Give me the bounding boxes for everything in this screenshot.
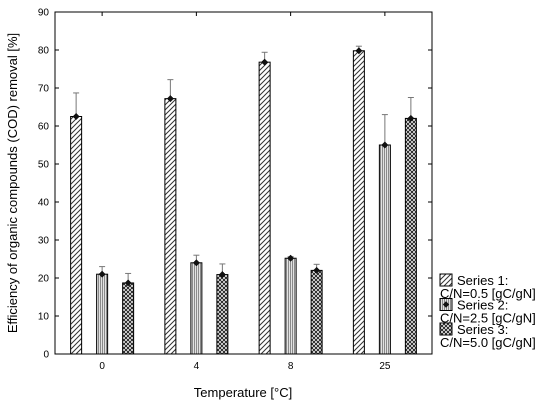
legend-label-series3-line1: Series 3: [457,322,508,337]
mean-marker [124,279,132,287]
y-tick-label: 20 [38,274,50,285]
mean-marker [192,259,200,267]
legend-swatch-series3 [439,322,453,336]
error-bars-group [72,45,415,287]
mean-marker [355,47,363,55]
legend-label-series2-line1: Series 2: [457,298,508,313]
x-tick-label: 0 [99,361,105,372]
y-tick-label: 60 [38,122,50,133]
legend-label-series2-line2: C/N=2.5 [gC/gN] [440,311,536,326]
mean-marker [313,266,321,274]
y-tick-label: 30 [38,236,50,247]
bar-series3-25 [404,117,417,355]
plot-frame [54,11,433,355]
mean-marker [166,95,174,103]
bar-series1-4 [164,98,177,355]
x-tick-label: 8 [288,361,294,372]
bar-series2-8 [284,257,297,355]
y-tick-label: 10 [38,312,50,323]
mean-marker [287,254,295,262]
mean-marker [98,270,106,278]
y-tick-label: 40 [38,198,50,209]
legend-label-series3-line2: C/N=5.0 [gC/gN] [440,335,536,350]
bar-series1-0 [70,116,83,355]
x-axis-ticks: 0 4 8 25 [99,12,391,372]
y-tick-label: 0 [43,350,49,361]
legend-label-series1-line1: Series 1: [457,273,508,288]
bar-series2-4 [190,262,203,355]
bar-series3-4 [216,274,229,355]
mean-marker [381,141,389,149]
x-tick-label: 25 [379,361,391,372]
bar-series2-25 [378,144,391,355]
mean-marker [72,112,80,121]
legend-swatch-series1 [439,273,453,287]
legend-marker [442,301,450,308]
y-axis-title: Efficiency of organic compounds (COD) re… [5,33,20,333]
y-axis-ticks: 0 10 20 30 40 50 60 70 80 90 [38,8,432,361]
bar-series1-25 [352,50,365,355]
y-tick-label: 80 [38,46,50,57]
y-tick-label: 90 [38,8,50,19]
legend-label-series1-line2: C/N=0.5 [gC/gN] [440,286,536,301]
mean-marker [261,58,269,66]
bar-series3-0 [122,282,135,355]
x-axis-title: Temperature [°C] [194,385,292,400]
bar-series3-8 [310,269,323,355]
x-tick-label: 4 [194,361,200,372]
y-tick-label: 70 [38,84,50,95]
bar-series1-8 [258,61,271,355]
mean-marker [407,114,415,122]
y-tick-label: 50 [38,160,50,171]
bars-group [70,50,417,355]
legend: Series 1:C/N=0.5 [gC/gN]Series 2:C/N=2.5… [439,273,536,350]
bar-series2-0 [96,273,109,355]
mean-marker [218,271,226,279]
